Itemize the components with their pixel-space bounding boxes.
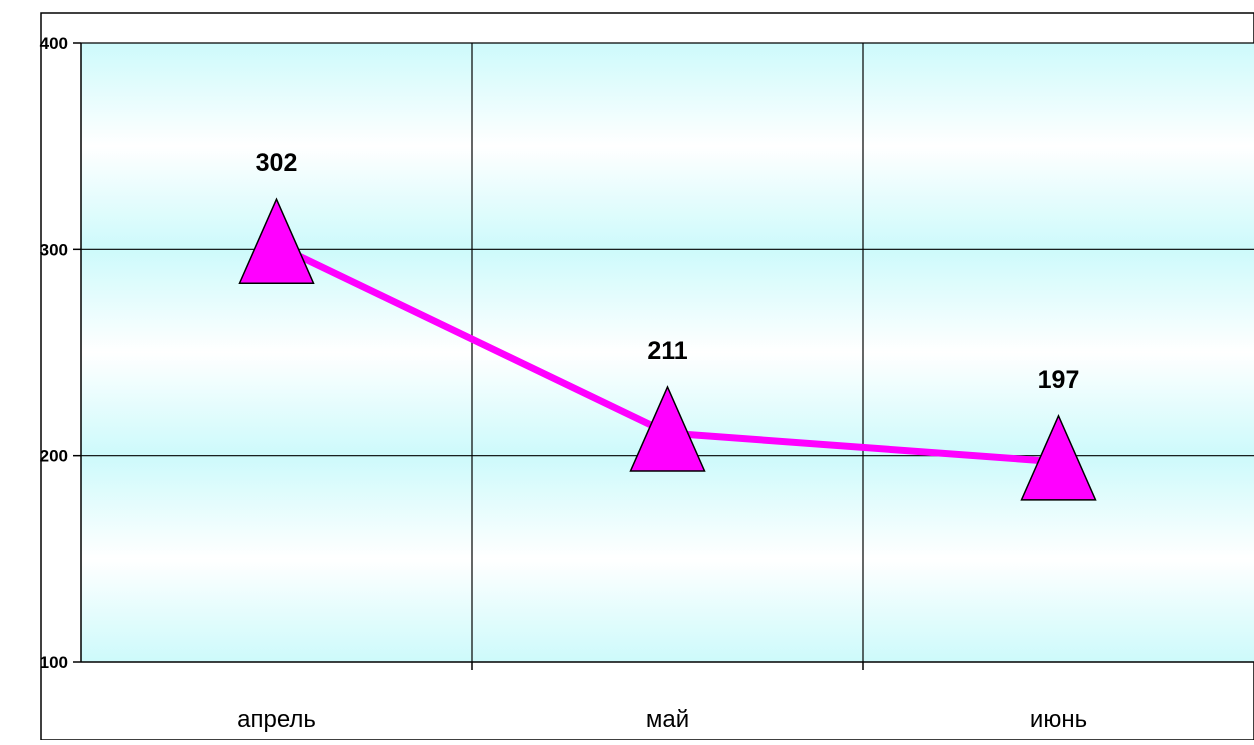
y-axis-ticks: [73, 42, 81, 663]
triangle-marker: [629, 385, 706, 472]
y-tick-label: 200: [40, 447, 68, 466]
data-labels-group: 302 211 197: [256, 149, 1080, 394]
vertical-gridlines: [471, 43, 864, 662]
y-tick-label: 100: [40, 653, 68, 672]
x-category-label: апрель: [237, 706, 316, 733]
y-tick-label: 400: [40, 34, 68, 53]
x-axis-ticks: [471, 662, 864, 670]
plot-band: [81, 43, 1254, 250]
data-label: 302: [256, 149, 298, 177]
x-category-label: июнь: [1030, 706, 1087, 733]
y-axis-tick-labels: 100 200 300 400: [40, 34, 68, 672]
y-tick-label: 300: [40, 240, 68, 259]
x-axis-category-labels: апрель май июнь: [237, 706, 1087, 733]
series-markers-group: [238, 197, 1097, 501]
data-label: 211: [647, 337, 687, 365]
triangle-marker: [238, 197, 315, 284]
triangle-marker: [1020, 413, 1097, 501]
x-category-label: май: [646, 706, 689, 733]
data-label: 197: [1038, 366, 1080, 394]
